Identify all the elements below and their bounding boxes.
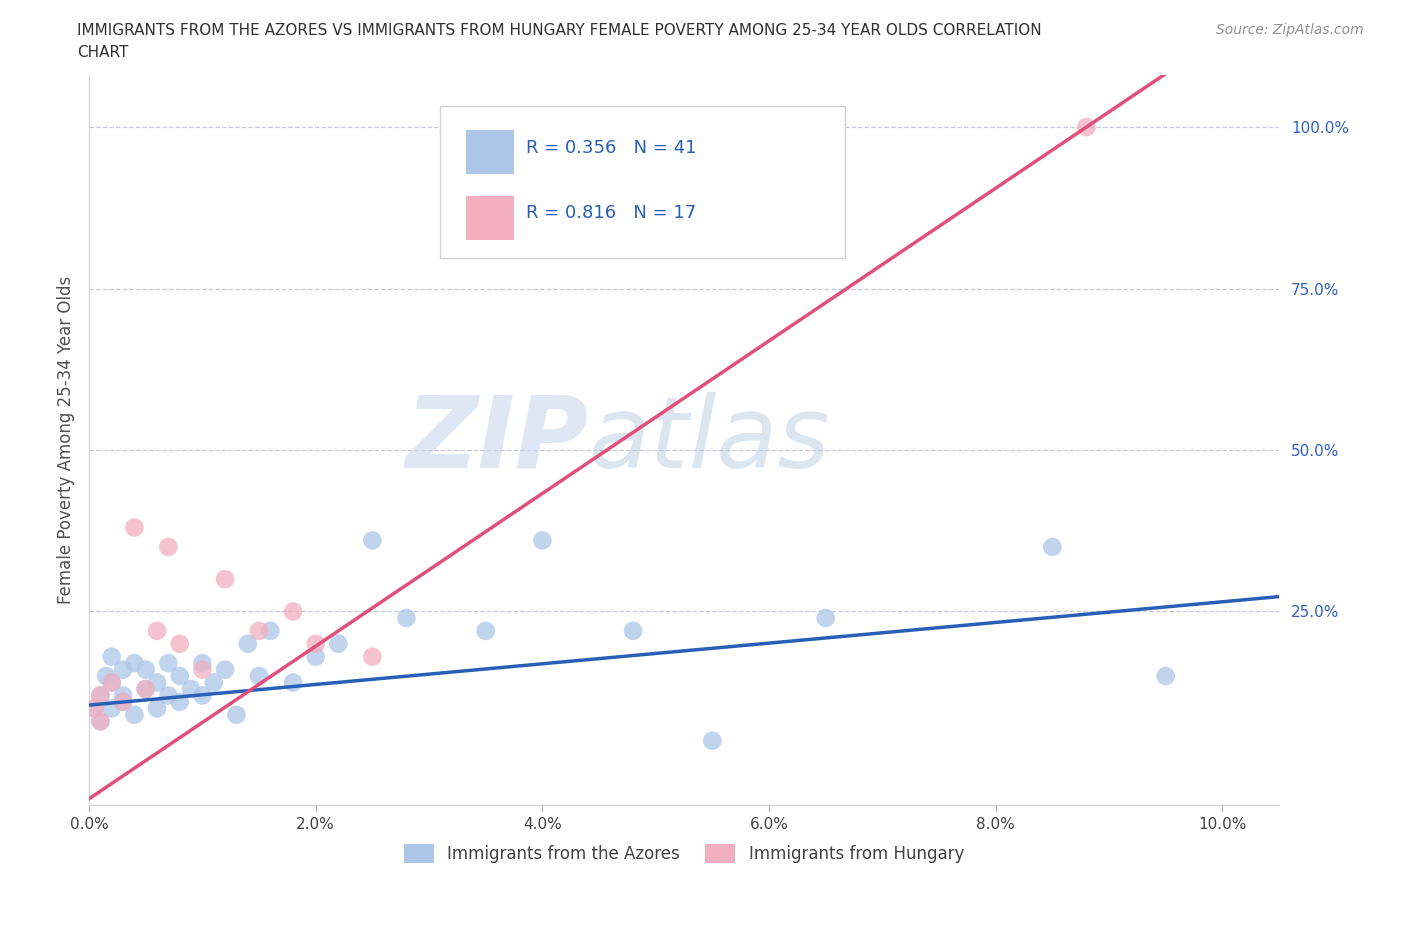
Point <box>135 682 157 697</box>
Point <box>157 688 180 703</box>
Point <box>157 656 180 671</box>
Point <box>124 708 146 723</box>
Point <box>89 714 111 729</box>
Point <box>225 708 247 723</box>
Point <box>135 682 157 697</box>
Point <box>474 623 496 638</box>
Point <box>169 695 191 710</box>
Point <box>146 675 169 690</box>
Point <box>214 662 236 677</box>
Text: IMMIGRANTS FROM THE AZORES VS IMMIGRANTS FROM HUNGARY FEMALE POVERTY AMONG 25-34: IMMIGRANTS FROM THE AZORES VS IMMIGRANTS… <box>77 23 1042 38</box>
Point <box>83 701 105 716</box>
Y-axis label: Female Poverty Among 25-34 Year Olds: Female Poverty Among 25-34 Year Olds <box>58 276 75 604</box>
Point <box>247 669 270 684</box>
FancyBboxPatch shape <box>467 130 513 174</box>
Point <box>702 733 724 748</box>
Point <box>135 662 157 677</box>
Point <box>305 649 328 664</box>
Point <box>180 682 202 697</box>
Point <box>100 675 122 690</box>
Point <box>157 539 180 554</box>
Text: CHART: CHART <box>77 45 129 60</box>
Point <box>112 695 135 710</box>
Point <box>1076 120 1098 135</box>
Point <box>395 610 418 625</box>
Point <box>361 649 384 664</box>
FancyBboxPatch shape <box>440 106 845 258</box>
Point <box>259 623 281 638</box>
Text: R = 0.356   N = 41: R = 0.356 N = 41 <box>526 139 696 156</box>
FancyBboxPatch shape <box>467 196 513 240</box>
Point <box>1154 669 1177 684</box>
Point <box>621 623 644 638</box>
Point <box>124 520 146 535</box>
Point <box>94 669 117 684</box>
Point <box>112 662 135 677</box>
Point <box>191 662 214 677</box>
Point <box>146 623 169 638</box>
Legend: Immigrants from the Azores, Immigrants from Hungary: Immigrants from the Azores, Immigrants f… <box>398 837 970 870</box>
Point <box>112 688 135 703</box>
Point <box>89 714 111 729</box>
Point <box>202 675 225 690</box>
Point <box>100 675 122 690</box>
Point <box>191 688 214 703</box>
Point <box>281 675 304 690</box>
Point <box>89 688 111 703</box>
Point <box>281 604 304 619</box>
Point <box>328 636 350 651</box>
Point <box>83 701 105 716</box>
Point <box>100 701 122 716</box>
Point <box>146 701 169 716</box>
Point <box>814 610 837 625</box>
Point <box>191 656 214 671</box>
Point <box>112 695 135 710</box>
Text: atlas: atlas <box>589 392 831 489</box>
Text: Source: ZipAtlas.com: Source: ZipAtlas.com <box>1216 23 1364 37</box>
Point <box>305 636 328 651</box>
Point <box>236 636 259 651</box>
Point <box>531 533 554 548</box>
Text: R = 0.816   N = 17: R = 0.816 N = 17 <box>526 205 696 222</box>
Text: ZIP: ZIP <box>406 392 589 489</box>
Point <box>361 533 384 548</box>
Point <box>124 656 146 671</box>
Point <box>214 572 236 587</box>
Point <box>247 623 270 638</box>
Point <box>169 669 191 684</box>
Point <box>169 636 191 651</box>
Point <box>89 688 111 703</box>
Point <box>100 649 122 664</box>
Point <box>1040 539 1063 554</box>
